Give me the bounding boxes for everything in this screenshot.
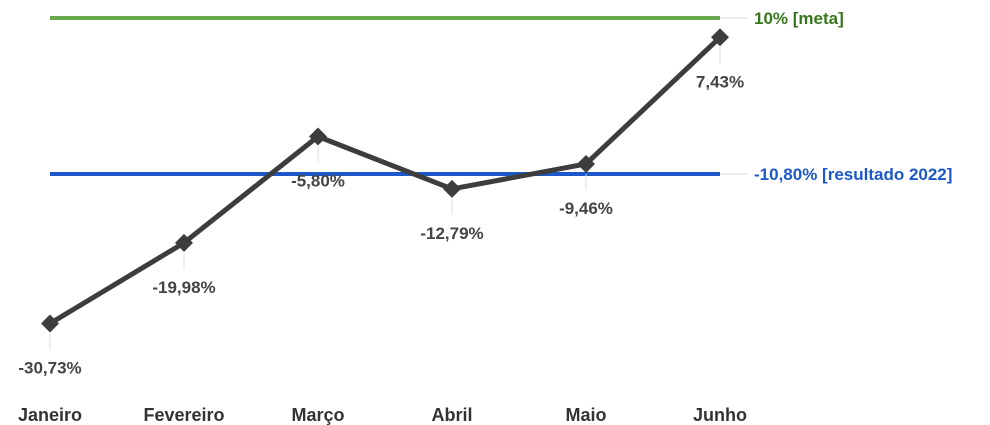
x-tick-label: Maio bbox=[565, 405, 606, 425]
x-axis: Janeiro Fevereiro Março Abril Maio Junho bbox=[18, 405, 747, 425]
data-point-marker bbox=[443, 179, 461, 198]
data-point-ticks bbox=[49, 47, 721, 350]
x-tick-label: Abril bbox=[431, 405, 472, 425]
data-point-marker bbox=[41, 314, 59, 333]
x-tick-label: Janeiro bbox=[18, 405, 82, 425]
data-point-marker bbox=[175, 233, 193, 252]
series-markers bbox=[41, 28, 729, 333]
data-point-marker bbox=[711, 28, 729, 47]
data-point-marker bbox=[577, 154, 595, 173]
x-tick-label: Março bbox=[291, 405, 344, 425]
data-point-marker bbox=[309, 127, 327, 146]
series-line-layer bbox=[47, 34, 723, 326]
data-label: 7,43% bbox=[696, 72, 744, 91]
data-label: -19,98% bbox=[152, 278, 215, 297]
x-tick-label: Fevereiro bbox=[143, 405, 224, 425]
series-line bbox=[47, 34, 723, 326]
x-tick-label: Junho bbox=[693, 405, 747, 425]
reference-line-label-1: 10% [meta] bbox=[754, 9, 844, 28]
data-labels: -30,73% -19,98% -5,80% -12,79% -9,46% 7,43% bbox=[18, 72, 744, 377]
data-label: -12,79% bbox=[420, 224, 483, 243]
data-label: -9,46% bbox=[559, 199, 613, 218]
reference-lines: 10% [meta] -10,80% [resultado 2022] bbox=[50, 9, 952, 184]
reference-line-label-2: -10,80% [resultado 2022] bbox=[754, 165, 952, 184]
data-label: -30,73% bbox=[18, 358, 81, 377]
data-label: -5,80% bbox=[291, 172, 345, 191]
